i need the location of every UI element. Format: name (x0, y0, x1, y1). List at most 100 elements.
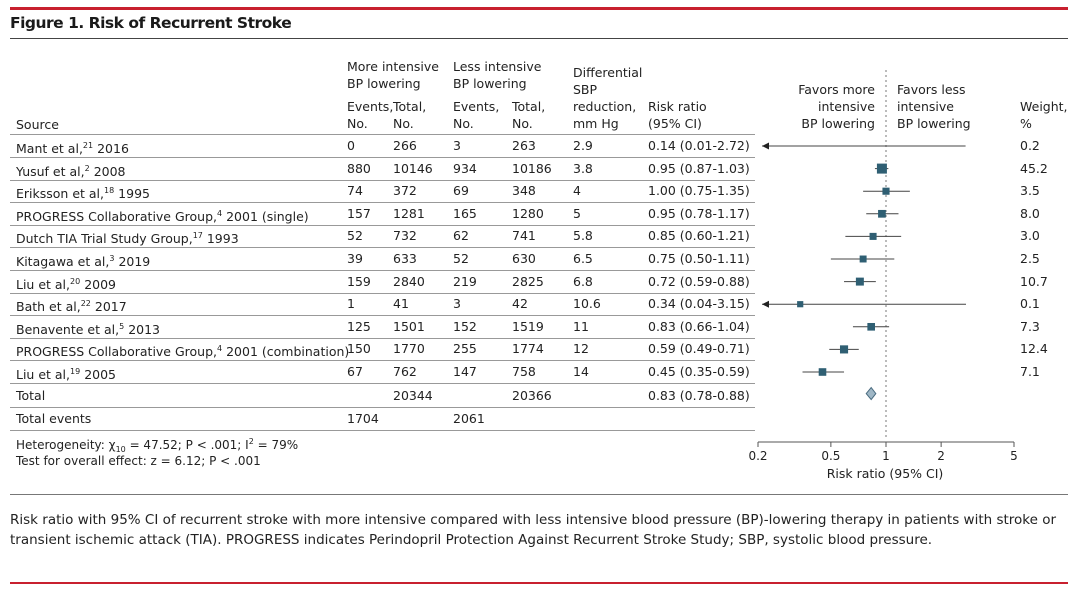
point-estimate (818, 368, 827, 376)
x-tick-label: 5 (1010, 449, 1018, 463)
study-less-events: 52 (453, 251, 469, 266)
header-more-intensive: More intensive BP lowering (347, 59, 439, 91)
study-rr-text: 0.59 (0.49-0.71) (648, 341, 750, 357)
study-sbp: 6.5 (573, 251, 593, 266)
forest-plot: 0.2 0.5 1 2 5 Risk ratio (95% CI) (748, 70, 1018, 481)
study-rr-text: 0.95 (0.87-1.03) (648, 160, 750, 176)
study-more-total: 633 (393, 251, 417, 266)
study-more-events: 150 (347, 341, 371, 357)
study-source: Eriksson et al,18 1995 (16, 186, 150, 202)
overall-effect: Test for overall effect: z = 6.12; P < .… (16, 454, 261, 468)
study-less-events: 255 (453, 341, 477, 357)
x-tick-label: 0.5 (821, 449, 840, 463)
study-less-total: 2825 (512, 273, 544, 289)
study-weight: 0.2 (1020, 138, 1040, 153)
row-rule (10, 315, 755, 317)
study-more-total: 732 (393, 228, 417, 244)
study-source: Kitagawa et al,3 2019 (16, 254, 151, 269)
study-sbp: 2.9 (573, 138, 593, 153)
study-more-total: 1281 (393, 205, 425, 221)
study-rr-text: 0.85 (0.60-1.21) (648, 228, 750, 244)
header-rule (10, 134, 755, 135)
study-less-events: 62 (453, 228, 469, 244)
total-label: Total (16, 388, 46, 403)
total-risk-ratio: 0.83 (0.78-0.88) (648, 388, 750, 403)
study-more-total: 372 (393, 183, 417, 199)
study-sbp: 14 (573, 364, 589, 379)
x-tick-label: 2 (937, 449, 945, 463)
study-more-total: 10146 (393, 160, 433, 176)
header-source: Source (16, 117, 59, 132)
row-rule (10, 360, 755, 362)
study-weight: 2.5 (1020, 251, 1040, 266)
header-less-intensive: Less intensive BP lowering (453, 59, 542, 91)
row-rule (10, 224, 755, 226)
study-less-total: 630 (512, 251, 536, 266)
point-estimate (797, 301, 804, 308)
study-sbp: 10.6 (573, 296, 601, 312)
point-estimate (867, 322, 875, 331)
ci-arrow-left (762, 142, 769, 150)
study-weight: 3.0 (1020, 228, 1040, 244)
study-rr-text: 0.95 (0.78-1.17) (648, 205, 750, 221)
study-less-events: 152 (453, 318, 477, 334)
study-sbp: 3.8 (573, 160, 593, 176)
study-less-events: 3 (453, 296, 461, 312)
study-sbp: 5.8 (573, 228, 593, 244)
study-less-events: 219 (453, 273, 477, 289)
total-rule (10, 407, 755, 408)
header-favors-less: Favors less intensive BP lowering (897, 82, 971, 131)
header-more-events: Events, No. (347, 99, 394, 131)
row-rule (10, 383, 755, 384)
header-differential-sbp: Differential SBP reduction, mm Hg (573, 65, 643, 131)
row-rule (10, 157, 755, 158)
figure-caption: Risk ratio with 95% CI of recurrent stro… (10, 512, 1057, 548)
study-more-events: 52 (347, 228, 363, 244)
study-weight: 7.1 (1020, 364, 1040, 379)
study-less-total: 1774 (512, 341, 544, 357)
study-less-events: 934 (453, 160, 477, 176)
study-weight: 12.4 (1020, 341, 1048, 357)
header-less-events: Events, No. (453, 99, 500, 131)
total-more: 20344 (393, 388, 433, 403)
row-rule (10, 247, 755, 249)
study-less-total: 758 (512, 364, 536, 379)
events-rule (10, 430, 755, 431)
total-events-less: 2061 (453, 411, 485, 426)
study-less-events: 69 (453, 183, 469, 199)
title-rule (10, 38, 1068, 39)
caption-rule (10, 494, 1068, 495)
total-less: 20366 (512, 388, 552, 403)
study-less-total: 1280 (512, 205, 544, 221)
header-risk-ratio: Risk ratio (95% CI) (648, 99, 707, 131)
row-rule (10, 202, 755, 204)
study-source: Dutch TIA Trial Study Group,17 1993 (16, 231, 239, 247)
study-more-total: 2840 (393, 273, 425, 289)
point-estimate (859, 255, 867, 263)
header-weight: Weight,% (1020, 99, 1068, 131)
study-weight: 10.7 (1020, 273, 1048, 289)
forest-marks (762, 142, 966, 401)
study-rr-text: 0.14 (0.01-2.72) (648, 138, 750, 153)
study-source: Liu et al,19 2005 (16, 367, 116, 382)
study-sbp: 6.8 (573, 273, 593, 289)
row-rule (10, 292, 755, 294)
ci-arrow-left (762, 300, 769, 308)
study-more-events: 0 (347, 138, 355, 153)
top-accent-rule (10, 7, 1068, 10)
study-more-events: 125 (347, 318, 371, 334)
study-sbp: 5 (573, 205, 581, 221)
study-more-events: 39 (347, 251, 363, 266)
study-weight: 3.5 (1020, 183, 1040, 199)
study-weight: 0.1 (1020, 296, 1040, 312)
x-tick-label: 0.2 (748, 449, 767, 463)
x-axis-label: Risk ratio (95% CI) (827, 466, 944, 481)
row-rule (10, 337, 755, 339)
study-more-total: 1770 (393, 341, 425, 357)
study-less-total: 42 (512, 296, 528, 312)
row-rule (10, 270, 755, 271)
point-estimate (839, 345, 849, 354)
study-more-events: 880 (347, 160, 371, 176)
study-sbp: 11 (573, 318, 589, 334)
study-less-events: 147 (453, 364, 477, 379)
